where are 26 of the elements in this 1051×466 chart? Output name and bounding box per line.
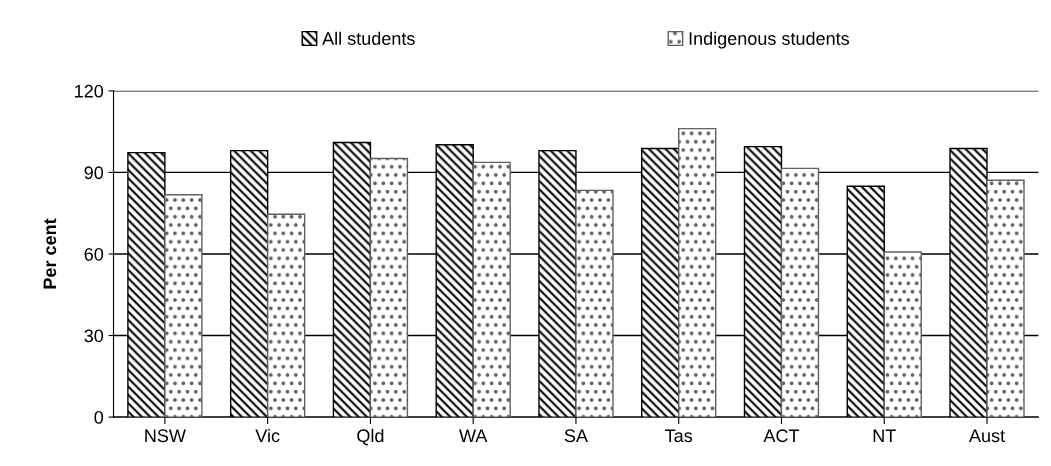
x-tick-label: WA xyxy=(459,429,488,442)
bar xyxy=(266,213,306,418)
x-tick-label: Tas xyxy=(665,429,693,443)
y-tick-label: 0 xyxy=(94,411,104,424)
x-tick-label: SA xyxy=(564,429,588,443)
x-tick-label: NT xyxy=(873,429,896,442)
x-tick-label: Vic xyxy=(255,428,280,443)
legend-label: All students xyxy=(322,31,415,45)
bar xyxy=(780,167,820,418)
x-tick-label: ACT xyxy=(763,429,800,443)
bar xyxy=(678,127,717,418)
bar xyxy=(164,194,203,418)
bar xyxy=(472,161,511,418)
bar xyxy=(369,157,409,418)
y-axis-title: Per cent xyxy=(43,218,57,289)
bar xyxy=(986,179,1025,418)
y-tick-label: 30 xyxy=(84,329,104,343)
legend-label: Indigenous students xyxy=(689,31,850,49)
y-tick-label: 60 xyxy=(84,247,104,261)
x-tick-label: NSW xyxy=(145,429,186,443)
x-tick-label: Aust xyxy=(968,429,1005,443)
bar xyxy=(883,251,922,418)
x-tick-label: Qld xyxy=(357,428,384,446)
bar xyxy=(575,189,614,418)
y-tick-label: 90 xyxy=(84,166,104,180)
y-tick-label: 120 xyxy=(75,84,104,98)
